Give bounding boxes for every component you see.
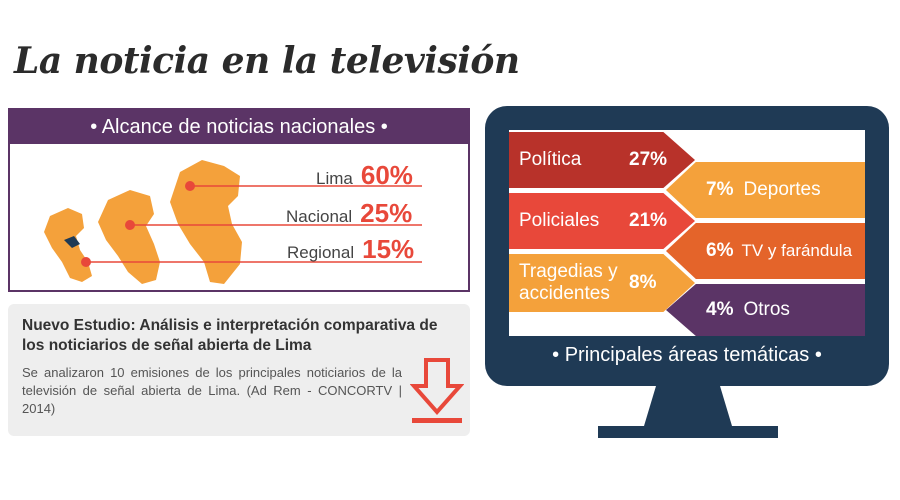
regional-dot [81,257,91,267]
nacional-dot [125,220,135,230]
page-title: La noticia en la televisión [14,40,520,82]
study-description: Se analizaron 10 emisiones de los princi… [22,365,402,416]
map-small-icon [44,208,92,282]
reach-row-lima: Lima 60% [316,160,413,191]
topic-tragedias: Tragedias y accidentes 8% [509,254,695,312]
reach-label: Lima [316,169,353,188]
reach-panel: • Alcance de noticias nacionales • Lima … [8,108,470,292]
download-arrow-icon[interactable] [410,356,464,426]
tv-stand [598,386,778,438]
topic-label: Otros [743,299,790,320]
topic-otros: 4% Otros [666,284,865,336]
topic-label: Policiales [519,210,600,231]
study-title: Nuevo Estudio: Análisis e interpretación… [22,317,438,354]
topic-deportes: 7% Deportes [666,162,865,218]
map-medium-icon [98,190,160,284]
topic-label: Deportes [743,179,821,200]
topic-percent: 27% [629,149,668,170]
reach-header: • Alcance de noticias nacionales • [10,110,468,144]
topic-percent: 6% [706,240,734,261]
reach-label: Regional [287,243,355,262]
map-large-icon [170,160,242,284]
reach-row-regional: Regional 15% [287,234,414,265]
study-box: Nuevo Estudio: Análisis e interpretación… [8,304,470,436]
topic-label: Tragedias y accidentes [519,261,618,304]
topic-politica: Política 27% [509,132,695,188]
topic-percent: 7% [706,179,734,200]
map-lima-highlight [64,236,80,248]
topic-percent: 4% [706,299,734,320]
peru-maps [44,160,422,284]
topic-label: TV y farándula [741,241,853,260]
reach-label: Nacional [286,207,353,226]
topic-percent: 21% [629,210,668,231]
topic-tv-farandula: 6% TV y farándula [666,223,865,279]
topic-label: Política [519,149,582,170]
tv-caption: • Principales áreas temáticas • [552,344,822,366]
reach-value: 15% [362,234,415,264]
topic-policiales: Policiales 21% [509,193,695,249]
topic-percent: 8% [629,272,657,293]
reach-value: 60% [360,160,413,190]
lima-dot [185,181,195,191]
reach-row-nacional: Nacional 25% [286,198,412,229]
reach-value: 25% [360,198,413,228]
